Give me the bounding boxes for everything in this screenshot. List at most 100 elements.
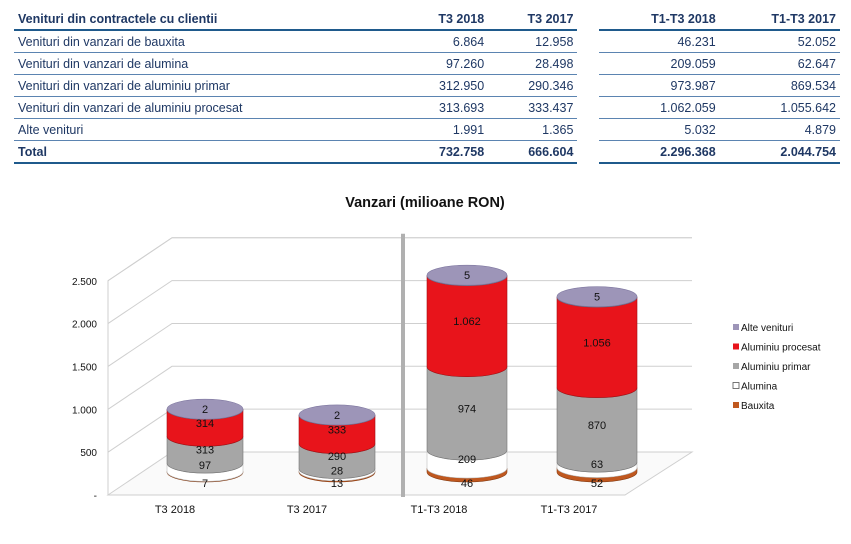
cell-value: 1.062.059 <box>599 96 720 119</box>
legend-swatch <box>733 402 739 408</box>
chart-title: Vanzari (milioane RON) <box>345 195 505 211</box>
cell-value: 2.044.754 <box>719 140 840 164</box>
header-t3-2018: T3 2018 <box>398 8 489 31</box>
bar-stack <box>298 404 376 483</box>
header-label: Venituri din contractele cu clientii <box>14 8 399 31</box>
bar-stack <box>426 264 508 483</box>
data-label: 5 <box>464 270 470 282</box>
legend-item: Alumina <box>732 382 778 393</box>
cell-value: 732.758 <box>398 140 489 164</box>
bar-top-cap <box>298 404 376 426</box>
data-label: 52 <box>591 478 603 490</box>
revenue-table: Venituri din contractele cu clientii T3 … <box>14 8 840 164</box>
header-t1t3-2017: T1-T3 2017 <box>719 8 840 31</box>
data-label: 2 <box>202 404 208 416</box>
header-t1t3-2018: T1-T3 2018 <box>599 8 720 31</box>
table-total-row: Total 732.758 666.604 2.296.368 2.044.754 <box>14 140 840 164</box>
y-tick-label: 2.000 <box>72 320 97 331</box>
group-separator <box>401 233 405 497</box>
legend-swatch <box>733 324 739 330</box>
row-label: Alte venituri <box>14 118 399 141</box>
legend-label: Bauxita <box>741 401 775 412</box>
row-label: Venituri din vanzari de aluminiu primar <box>14 74 399 97</box>
data-label: 290 <box>328 451 346 463</box>
row-label: Total <box>14 140 399 164</box>
data-label: 870 <box>588 420 606 432</box>
cell-value: 290.346 <box>488 74 578 97</box>
data-label: 2 <box>334 410 340 422</box>
y-axis: - 500 1.000 1.500 2.000 2.500 <box>72 277 97 502</box>
cell-value: 313.693 <box>398 96 489 119</box>
y-tick-label: 1.000 <box>72 405 97 416</box>
data-label: 314 <box>196 418 214 430</box>
cell-value: 52.052 <box>719 30 840 53</box>
table-row: Alte venituri 1.991 1.365 5.032 4.879 <box>14 118 840 141</box>
table-header-row: Venituri din contractele cu clientii T3 … <box>14 8 840 31</box>
cell-value: 869.534 <box>719 74 840 97</box>
cell-value: 973.987 <box>599 74 720 97</box>
cell-value: 6.864 <box>398 30 489 53</box>
cell-value: 666.604 <box>488 140 578 164</box>
cell-value: 28.498 <box>488 52 578 75</box>
x-axis: T3 2018 T3 2017 T1-T3 2018 T1-T3 2017 <box>155 504 598 516</box>
row-label: Venituri din vanzari de aluminiu procesa… <box>14 96 399 119</box>
header-t3-2017: T3 2017 <box>488 8 578 31</box>
bar-top-cap <box>556 286 638 307</box>
bar-stack <box>556 286 638 483</box>
legend-item: Alte venituri <box>733 323 793 334</box>
data-label: 97 <box>199 460 211 472</box>
cell-value: 1.365 <box>488 118 578 141</box>
data-label: 313 <box>196 445 214 457</box>
data-label: 5 <box>594 292 600 304</box>
cell-value: 12.958 <box>488 30 578 53</box>
legend-label: Aluminiu primar <box>741 362 811 373</box>
data-label: 63 <box>591 459 603 471</box>
row-label: Venituri din vanzari de alumina <box>14 52 399 75</box>
legend-label: Aluminiu procesat <box>741 343 821 354</box>
legend-item: Aluminiu procesat <box>733 343 821 354</box>
bar-top-cap <box>426 264 508 286</box>
table-row: Venituri din vanzari de alumina 97.260 28.… <box>14 52 840 75</box>
cell-value: 5.032 <box>599 118 720 141</box>
data-label: 1.062 <box>453 316 481 328</box>
table-row: Venituri din vanzari de aluminiu primar 3… <box>14 74 840 97</box>
y-tick-label: 500 <box>80 448 97 459</box>
legend-swatch <box>733 343 739 350</box>
legend-item: Aluminiu primar <box>733 362 811 373</box>
cell-value: 46.231 <box>599 30 720 53</box>
cell-value: 1.055.642 <box>719 96 840 119</box>
cell-value: 333.437 <box>488 96 578 119</box>
bar-stack <box>166 398 244 483</box>
x-category-label: T1-T3 2018 <box>411 504 468 516</box>
cell-value: 2.296.368 <box>599 140 720 164</box>
cell-value: 209.059 <box>599 52 720 75</box>
cell-value: 1.991 <box>398 118 489 141</box>
legend-label: Alumina <box>741 382 778 393</box>
table-row: Venituri din vanzari de bauxita 6.864 12.9… <box>14 30 840 53</box>
legend-label: Alte venituri <box>741 323 793 334</box>
cell-value: 62.647 <box>719 52 840 75</box>
cell-value: 312.950 <box>398 74 489 97</box>
cell-value: 97.260 <box>398 52 489 75</box>
cell-value: 4.879 <box>719 118 840 141</box>
y-tick-label: 2.500 <box>72 277 97 288</box>
row-label: Venituri din vanzari de bauxita <box>14 30 399 53</box>
data-label: 333 <box>328 424 346 436</box>
chart-legend: Alte venituri Aluminiu procesat Aluminiu p… <box>732 323 821 412</box>
data-label: 7 <box>202 478 208 490</box>
data-label: 974 <box>458 403 476 415</box>
bar-top-cap <box>166 398 244 420</box>
y-tick-label: 1.500 <box>72 362 97 373</box>
y-tick-label: - <box>94 491 97 502</box>
legend-swatch <box>733 363 739 369</box>
x-category-label: T1-T3 2017 <box>541 504 598 516</box>
data-label: 28 <box>331 465 343 477</box>
legend-item: Bauxita <box>733 401 775 412</box>
data-label: 1.056 <box>583 337 611 349</box>
legend-swatch <box>732 382 740 389</box>
table-row: Venituri din vanzari de aluminiu procesa… <box>14 96 840 119</box>
data-label: 46 <box>461 478 473 490</box>
data-label: 209 <box>458 454 476 466</box>
